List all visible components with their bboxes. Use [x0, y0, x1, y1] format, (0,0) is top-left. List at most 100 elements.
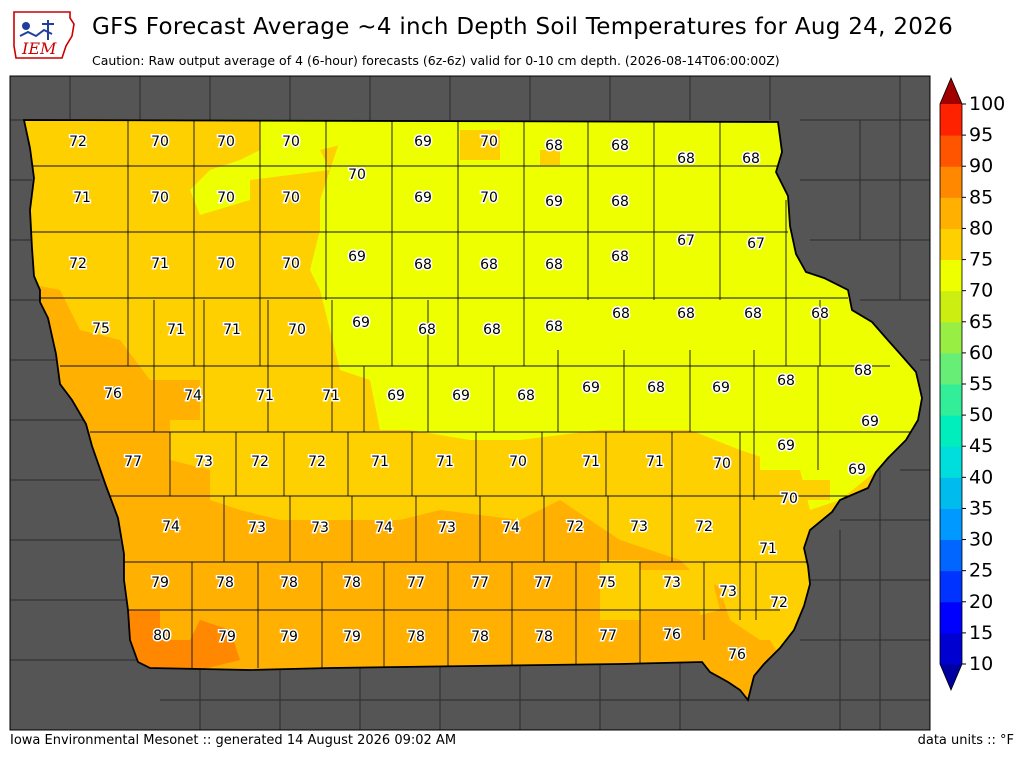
county-value-label: 70	[282, 134, 300, 150]
county-value-label: 69	[712, 380, 730, 396]
county-value-label: 73	[630, 519, 648, 535]
colorbar-segment	[940, 632, 962, 665]
county-value-label: 71	[759, 541, 777, 557]
county-value-label: 69	[348, 249, 366, 265]
county-value-label: 68	[777, 373, 795, 389]
county-value-label: 70	[151, 190, 169, 206]
colorbar-tick-label: 30	[969, 529, 993, 551]
county-value-label: 69	[414, 134, 432, 150]
county-value-label: 71	[322, 388, 340, 404]
county-value-label: 75	[92, 321, 110, 337]
county-value-label: 68	[611, 249, 629, 265]
county-value-label: 72	[69, 256, 87, 272]
colorbar-segment	[940, 166, 962, 198]
temperature-field	[24, 120, 922, 700]
county-value-label: 69	[414, 190, 432, 206]
county-value-label: 72	[695, 519, 713, 535]
county-value-label: 78	[343, 575, 361, 591]
colorbar-tick-label: 65	[969, 311, 993, 333]
county-value-label: 73	[195, 454, 213, 470]
county-value-label: 79	[151, 575, 169, 591]
county-value-label: 71	[582, 454, 600, 470]
colorbar-segment	[940, 135, 962, 167]
county-value-label: 68	[742, 151, 760, 167]
county-value-label: 69	[352, 315, 370, 331]
county-value-label: 71	[646, 454, 664, 470]
county-value-label: 70	[348, 167, 366, 183]
county-value-label: 78	[407, 629, 425, 645]
county-value-label: 68	[611, 138, 629, 154]
county-value-label: 68	[483, 322, 501, 338]
colorbar-tick-label: 35	[969, 497, 993, 519]
county-value-label: 69	[848, 462, 866, 478]
county-value-label: 80	[153, 628, 171, 644]
county-value-label: 72	[770, 595, 788, 611]
county-value-label: 77	[407, 575, 425, 591]
county-value-label: 77	[599, 628, 617, 644]
colorbar-tick-label: 85	[969, 186, 993, 208]
county-value-label: 71	[223, 322, 241, 338]
colorbar-tick-label: 70	[969, 280, 993, 302]
footer-generated: Iowa Environmental Mesonet :: generated …	[10, 733, 457, 748]
county-value-label: 72	[251, 454, 269, 470]
colorbar-tick-label: 55	[969, 373, 993, 395]
county-value-label: 73	[663, 575, 681, 591]
county-value-label: 72	[566, 519, 584, 535]
county-value-label: 70	[780, 491, 798, 507]
county-value-label: 68	[480, 257, 498, 273]
iem-logo: IEM	[13, 11, 75, 59]
county-value-label: 71	[151, 256, 169, 272]
county-value-label: 71	[73, 190, 91, 206]
county-value-label: 70	[480, 134, 498, 150]
county-value-label: 71	[167, 322, 185, 338]
colorbar-segment	[940, 290, 962, 323]
county-value-label: 78	[471, 629, 489, 645]
colorbar-segment	[940, 352, 962, 385]
county-value-label: 78	[535, 629, 553, 645]
colorbar-segment	[940, 601, 962, 634]
county-value-label: 69	[545, 194, 563, 210]
county-value-label: 68	[647, 380, 665, 396]
county-value-label: 72	[69, 134, 87, 150]
county-value-label: 70	[282, 256, 300, 272]
colorbar-tick-label: 45	[969, 435, 993, 457]
county-value-label: 69	[777, 438, 795, 454]
county-value-label: 70	[713, 456, 731, 472]
colorbar-tick-label: 90	[969, 155, 993, 177]
county-value-label: 68	[811, 306, 829, 322]
colorbar-tick-label: 60	[969, 342, 993, 364]
county-value-label: 67	[677, 233, 695, 249]
neighbor-county-lines	[10, 76, 930, 730]
colorbar-segment	[940, 539, 962, 572]
colorbar-tick-label: 80	[969, 217, 993, 239]
county-value-label: 71	[256, 388, 274, 404]
county-value-label: 77	[124, 454, 142, 470]
county-value-label: 74	[375, 520, 393, 536]
county-value-label: 70	[217, 256, 235, 272]
county-value-label: 73	[311, 520, 329, 536]
colorbar-segment	[940, 321, 962, 354]
county-value-label: 76	[728, 647, 746, 663]
county-value-label: 71	[371, 454, 389, 470]
county-value-label: 73	[248, 520, 266, 536]
county-value-label: 70	[217, 190, 235, 206]
colorbar-tick-label: 15	[969, 622, 993, 644]
colorbar-segment	[940, 508, 962, 541]
county-value-label: 70	[288, 322, 306, 338]
map-subtitle: Caution: Raw output average of 4 (6-hour…	[92, 53, 780, 68]
county-value-label: 69	[387, 388, 405, 404]
county-value-label: 68	[517, 388, 535, 404]
colorbar-segment	[940, 228, 962, 261]
county-value-label: 68	[414, 257, 432, 273]
county-value-label: 76	[663, 627, 681, 643]
county-value-label: 77	[534, 575, 552, 591]
county-value-label: 70	[151, 134, 169, 150]
value-labels: 72 70 70 70 69 70 68 68 68 68 71 70 70 70 70 69 70 69 68 67…	[68, 133, 881, 665]
county-value-label: 77	[471, 575, 489, 591]
colorbar-max-extend	[940, 78, 962, 104]
county-value-label: 73	[438, 520, 456, 536]
county-value-label: 78	[216, 575, 234, 591]
iowa-state-border	[22, 119, 923, 702]
county-value-label: 74	[162, 519, 180, 535]
